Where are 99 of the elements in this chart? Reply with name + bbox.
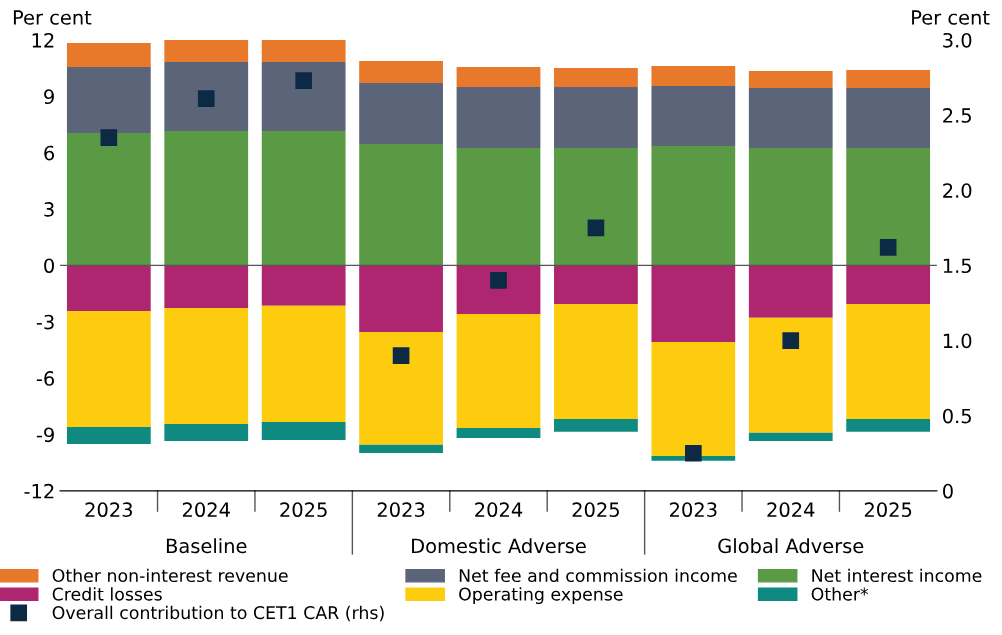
bar (261, 421, 346, 440)
bar (261, 305, 346, 422)
x-tick-label: 2024 (182, 502, 230, 518)
x-tick-label: 2023 (377, 502, 425, 518)
legend-label: Net interest income (812, 568, 982, 583)
y-tick-label: 3 (44, 202, 54, 217)
bar (748, 87, 833, 149)
bar (651, 65, 736, 87)
bar (164, 40, 249, 62)
y2-axis-title: Per cent (912, 10, 990, 25)
bar (261, 265, 346, 306)
bar (164, 130, 249, 266)
bar (748, 71, 833, 88)
bar (359, 143, 443, 266)
y-tick-label: 12 (32, 32, 54, 48)
bar (66, 43, 151, 68)
y2-tick-label: 0.5 (943, 408, 971, 424)
legend-label: Other* (811, 587, 869, 601)
y2-tick-label: 2.0 (943, 183, 972, 198)
bar (359, 83, 443, 144)
bar (748, 432, 833, 441)
bar (651, 145, 736, 266)
bar (359, 331, 443, 445)
bar (66, 426, 151, 444)
bar (261, 130, 346, 266)
y2-tick-label: 1.5 (943, 258, 971, 274)
point (100, 129, 118, 147)
bar (554, 86, 638, 149)
legend-label: Credit losses (52, 587, 162, 601)
point (197, 90, 215, 107)
legend-label: Operating expense (459, 587, 623, 605)
bar (554, 418, 638, 432)
bar (846, 148, 931, 266)
bar (261, 61, 346, 131)
point (684, 444, 702, 462)
point (490, 272, 507, 289)
bar (651, 265, 736, 342)
x-tick-label: 2023 (85, 502, 133, 518)
x-tick-label: 2023 (670, 502, 717, 518)
bar (66, 310, 151, 427)
bar (164, 265, 249, 308)
bar (748, 148, 833, 266)
bar (651, 341, 736, 456)
bar (554, 265, 638, 304)
y2-tick-label: 2.5 (943, 108, 971, 123)
bar (164, 423, 249, 441)
bar (66, 132, 151, 266)
legend-label: Other non-interest revenue (52, 568, 288, 583)
bar (554, 303, 638, 419)
bar (359, 444, 443, 453)
y-tick-label: 6 (44, 145, 55, 161)
bar (554, 148, 638, 266)
y2-tick-label: 0 (943, 483, 953, 499)
bar (261, 40, 346, 62)
point (782, 332, 800, 349)
x-tick-label: 2024 (475, 502, 523, 518)
bar (748, 265, 833, 318)
bar (846, 70, 931, 88)
y-tick-label: -3 (36, 314, 54, 330)
bar (846, 265, 931, 304)
bar (456, 427, 541, 438)
point (879, 239, 897, 256)
bar (456, 265, 541, 314)
x-tick-label: 2025 (864, 502, 912, 518)
point (392, 347, 410, 364)
text: Domestic Adverse (412, 538, 586, 554)
bar (846, 87, 931, 149)
bar (164, 61, 249, 131)
bar (66, 67, 151, 133)
x-tick-label: 2025 (572, 502, 619, 518)
text: Global Adverse (718, 538, 864, 554)
bar (748, 317, 833, 433)
bar (846, 418, 931, 432)
y-tick-label: -12 (24, 483, 54, 499)
bar (456, 86, 541, 149)
point (587, 219, 605, 237)
bar (554, 68, 638, 87)
y-axis-title: Per cent (13, 10, 92, 25)
text: Baseline (166, 538, 247, 554)
y2-tick-label: 3.0 (943, 32, 972, 48)
bar (456, 148, 541, 266)
bar (651, 86, 736, 146)
bar (66, 265, 151, 311)
bar (846, 303, 931, 419)
legend-label: Net fee and commission income (459, 568, 737, 583)
bar (359, 61, 443, 84)
bar (359, 265, 443, 332)
point (295, 72, 312, 89)
y2-tick-label: 1.0 (943, 333, 972, 349)
bar (164, 307, 249, 424)
y-tick-label: -6 (36, 371, 55, 386)
y-tick-label: 0 (44, 258, 54, 274)
x-tick-label: 2025 (280, 502, 327, 518)
y-tick-label: 9 (44, 89, 54, 105)
bar (456, 67, 541, 87)
legend-label: Overall contribution to CET1 CAR (rhs) (52, 605, 384, 622)
x-tick-label: 2024 (767, 502, 815, 518)
y-tick-label: -9 (36, 427, 54, 443)
bar (456, 313, 541, 428)
